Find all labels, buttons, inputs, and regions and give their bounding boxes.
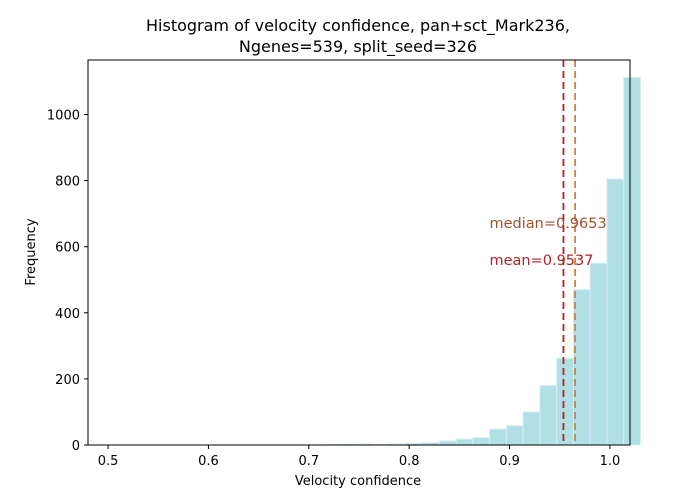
histogram-bar: [572, 289, 591, 446]
histogram-bar: [623, 77, 641, 446]
annotation-0: median=0.9653: [489, 216, 606, 232]
histogram-bar: [489, 428, 507, 446]
histogram-bar: [606, 178, 625, 446]
y-axis-ticks: 0 200 400 600 800 1000: [47, 109, 88, 454]
x-tick-label: 0.8: [399, 454, 420, 469]
x-axis-label: Velocity confidence: [295, 474, 421, 489]
x-axis-ticks: 0.5 0.6 0.7 0.8 0.9 1.0: [98, 445, 621, 469]
histogram-bar: [522, 411, 541, 446]
chart-title-line-1: Histogram of velocity confidence, pan+sc…: [146, 16, 570, 36]
y-tick-label: 0: [72, 439, 80, 454]
histogram-bar: [589, 262, 608, 446]
y-tick-label: 600: [55, 241, 80, 256]
histogram-bars: [321, 77, 641, 446]
y-axis-label: Frequency: [24, 218, 39, 285]
y-tick-label: 800: [55, 175, 80, 190]
x-tick-label: 1.0: [600, 454, 621, 469]
histogram-bar: [539, 385, 558, 446]
histogram-bar: [472, 437, 491, 446]
x-tick-label: 0.9: [499, 454, 520, 469]
annotation-1: mean=0.9537: [489, 253, 593, 269]
histogram-bar: [438, 440, 457, 446]
x-tick-label: 0.5: [98, 454, 119, 469]
y-tick-label: 200: [55, 373, 80, 388]
annotations: median=0.9653 mean=0.9537: [489, 216, 606, 269]
y-tick-label: 1000: [47, 109, 80, 124]
histogram-bar: [505, 425, 524, 446]
x-tick-label: 0.7: [298, 454, 319, 469]
plot-area-frame: [87, 59, 631, 446]
x-tick-label: 0.6: [198, 454, 219, 469]
histogram-bar: [455, 438, 474, 446]
reference-lines: [562, 60, 576, 445]
y-tick-label: 400: [55, 307, 80, 322]
histogram-bar: [556, 357, 574, 446]
chart-title-line-2: Ngenes=539, split_seed=326: [239, 37, 477, 57]
